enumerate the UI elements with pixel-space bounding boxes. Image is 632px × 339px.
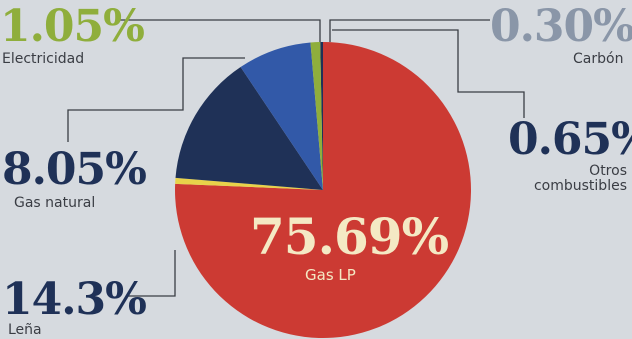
pie-slices (175, 42, 472, 338)
label-gas-lp: Gas LP (305, 266, 356, 284)
value-gas-natural: 8.05% (2, 144, 147, 195)
leader-otros (332, 29, 525, 118)
value-electricidad: 1.05% (0, 1, 145, 52)
label-otros: Otros combustibles (533, 163, 627, 194)
label-lena: Leña (8, 322, 42, 338)
slice-gas-natural (240, 42, 323, 190)
value-carbon: 0.30% (490, 1, 632, 52)
leader-carbon (329, 19, 490, 42)
label-carbon: Carbón (573, 51, 624, 67)
label-electricidad: Electricidad (2, 51, 85, 67)
slice-lena (175, 67, 323, 190)
slice-carbon (320, 42, 323, 190)
leader-lena (128, 250, 176, 297)
leader-gas-natural (67, 57, 245, 142)
value-otros: 0.65% (508, 114, 632, 165)
leader-electricidad (118, 19, 321, 42)
slice-electricidad (310, 42, 323, 190)
slice-gas-lp (175, 42, 472, 338)
leader-lines (67, 19, 525, 297)
value-gas-lp: 75.69% (250, 207, 449, 266)
value-lena: 14.3% (2, 274, 147, 325)
label-gas-natural: Gas natural (14, 195, 96, 211)
slice-otros (175, 177, 323, 190)
